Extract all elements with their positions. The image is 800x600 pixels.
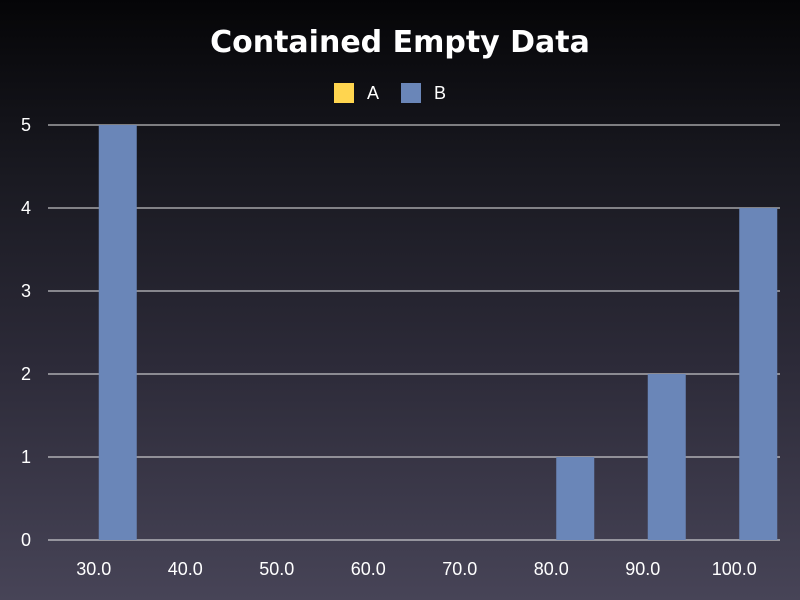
y-tick-label: 0 bbox=[21, 530, 31, 550]
legend: A B bbox=[334, 83, 446, 103]
x-tick-label: 90.0 bbox=[625, 559, 660, 579]
legend-label-a: A bbox=[367, 83, 379, 103]
legend-swatch-b bbox=[401, 83, 421, 103]
x-tick-label: 50.0 bbox=[259, 559, 294, 579]
bar-b-80.0[interactable] bbox=[556, 457, 595, 540]
x-tick-label: 30.0 bbox=[76, 559, 111, 579]
bar-b-90.0[interactable] bbox=[647, 374, 686, 540]
y-tick-label: 5 bbox=[21, 115, 31, 135]
x-axis-ticks: 30.0 40.0 50.0 60.0 70.0 80.0 90.0 100.0 bbox=[76, 559, 757, 579]
x-tick-label: 70.0 bbox=[442, 559, 477, 579]
legend-label-b: B bbox=[434, 83, 446, 103]
y-tick-label: 4 bbox=[21, 198, 31, 218]
bar-b-30.0[interactable] bbox=[98, 125, 137, 540]
chart-title: Contained Empty Data bbox=[210, 25, 590, 60]
x-tick-label: 40.0 bbox=[168, 559, 203, 579]
y-axis-ticks: 0 1 2 3 4 5 bbox=[21, 115, 31, 550]
x-tick-label: 100.0 bbox=[712, 559, 757, 579]
x-tick-label: 80.0 bbox=[534, 559, 569, 579]
legend-item-b[interactable]: B bbox=[401, 83, 446, 103]
legend-item-a[interactable]: A bbox=[334, 83, 379, 103]
legend-swatch-a bbox=[334, 83, 354, 103]
y-tick-label: 1 bbox=[21, 447, 31, 467]
x-tick-label: 60.0 bbox=[351, 559, 386, 579]
bars bbox=[98, 125, 778, 540]
bar-b-100.0[interactable] bbox=[739, 208, 778, 540]
y-tick-label: 3 bbox=[21, 281, 31, 301]
y-tick-label: 2 bbox=[21, 364, 31, 384]
